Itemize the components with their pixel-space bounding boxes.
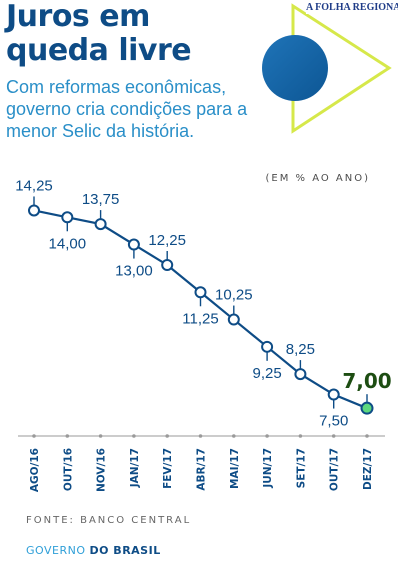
x-tick-label: MAI/17 bbox=[229, 448, 241, 489]
x-tick-mark bbox=[32, 434, 36, 438]
x-tick-mark bbox=[265, 434, 269, 438]
data-label: 14,00 bbox=[49, 235, 87, 252]
x-tick-label: DEZ/17 bbox=[362, 448, 374, 490]
x-tick-mark bbox=[298, 434, 303, 438]
brand-part-1: GOVERNO bbox=[26, 544, 86, 557]
x-tick-mark bbox=[98, 434, 103, 438]
unit-label: (EM % AO ANO) bbox=[265, 173, 370, 184]
x-tick-label: AGO/16 bbox=[29, 448, 41, 492]
data-point bbox=[227, 313, 240, 326]
x-tick-label: FEV/17 bbox=[162, 448, 174, 489]
x-tick-mark bbox=[331, 434, 336, 438]
data-point bbox=[261, 340, 274, 353]
brand-footer: GOVERNO DO BRASIL bbox=[26, 544, 161, 557]
line-chart: 14,25 AGO/16 14,00 OUT/16 13,75 NOV/16 13,00 JA… bbox=[15, 177, 391, 492]
x-tick-mark bbox=[365, 434, 369, 438]
data-label: 9,25 bbox=[252, 365, 281, 382]
highlight-point bbox=[360, 401, 374, 415]
x-tick-label: OUT/17 bbox=[329, 448, 341, 491]
x-tick-label: ABR/17 bbox=[196, 448, 208, 491]
x-tick-label: NOV/16 bbox=[96, 448, 108, 492]
data-label: 12,25 bbox=[148, 232, 186, 249]
source-note: FONTE: BANCO CENTRAL bbox=[26, 515, 192, 526]
x-tick-mark bbox=[232, 434, 236, 438]
x-tick-label: OUT/16 bbox=[62, 448, 74, 491]
data-label: 7,50 bbox=[319, 413, 348, 430]
page-title: Juros em queda livre bbox=[6, 0, 192, 68]
title-line-1: Juros em bbox=[6, 0, 150, 34]
data-point bbox=[61, 211, 74, 224]
data-label: 13,75 bbox=[82, 191, 120, 208]
data-point bbox=[161, 259, 174, 271]
x-tick-mark bbox=[132, 434, 136, 438]
x-tick-mark bbox=[165, 434, 169, 438]
x-tick-label: SET/17 bbox=[295, 448, 307, 488]
x-tick-label: JUN/17 bbox=[262, 448, 274, 489]
x-tick-mark bbox=[198, 434, 203, 438]
data-point bbox=[294, 368, 307, 381]
subtitle: Com reformas econômicas, governo cria co… bbox=[6, 77, 248, 141]
data-label: 8,25 bbox=[286, 341, 315, 358]
brand-part-2: DO BRASIL bbox=[89, 544, 161, 557]
highlight-data-label: 7,00 bbox=[342, 369, 391, 393]
data-label: 11,25 bbox=[182, 310, 218, 327]
decorative-emblem bbox=[262, 3, 392, 134]
data-point bbox=[127, 238, 140, 251]
data-point bbox=[28, 204, 40, 217]
data-label: 10,25 bbox=[215, 287, 253, 304]
data-label: 14,25 bbox=[15, 177, 53, 194]
masthead-text: A FOLHA REGIONAL bbox=[306, 2, 398, 13]
data-label: 13,00 bbox=[115, 263, 153, 280]
title-line-2: queda livre bbox=[6, 33, 192, 68]
data-point bbox=[194, 286, 207, 299]
masthead-logo: A FOLHA REGIONAL bbox=[306, 1, 398, 14]
data-point bbox=[94, 218, 107, 231]
data-point bbox=[327, 388, 340, 401]
x-tick-label: JAN/17 bbox=[129, 448, 141, 488]
x-tick-mark bbox=[65, 434, 70, 438]
circle-shape bbox=[262, 35, 328, 101]
